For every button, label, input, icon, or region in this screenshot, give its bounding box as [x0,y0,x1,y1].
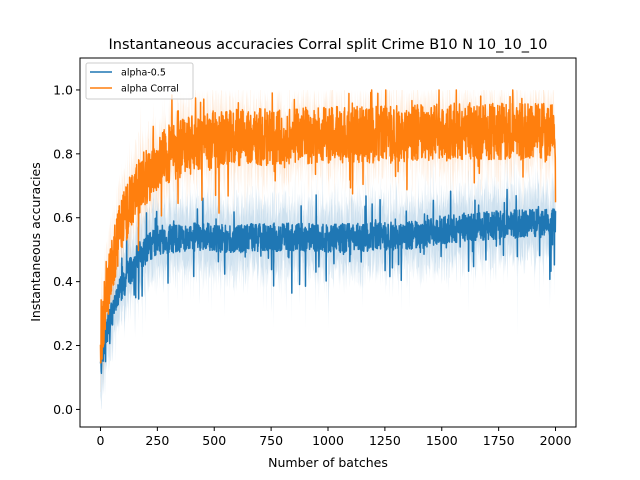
legend-box [85,62,194,100]
y-tick-label-2: 0.4 [53,274,73,289]
x-axis-label: Number of batches [268,455,388,470]
x-axis: 0 250 500 750 1000 1250 1500 1750 2000 [97,427,572,448]
x-tick-label-0: 0 [97,433,105,448]
y-axis-label: Instantaneous accuracies [28,162,43,322]
series-0-confidence-band [100,138,556,410]
x-tick-label-5: 1250 [369,433,401,448]
y-tick-label-0: 0.0 [53,402,73,417]
x-tick-label-1: 250 [145,433,169,448]
chart-title: Instantaneous accuracies Corral split Cr… [108,37,547,53]
legend: alpha-0.5 alpha Corral [85,62,194,100]
x-tick-label-6: 1500 [426,433,458,448]
y-tick-label-5: 1.0 [53,82,73,97]
y-axis: 0.0 0.2 0.4 0.6 0.8 1.0 [53,82,80,417]
legend-label-series-1: alpha Corral [121,84,179,95]
series-0-line [99,188,557,375]
x-tick-label-7: 1750 [483,433,515,448]
x-tick-label-4: 1000 [312,433,344,448]
series-1-line [99,89,557,364]
y-tick-label-4: 0.8 [53,146,73,161]
x-tick-label-2: 500 [202,433,226,448]
y-tick-label-1: 0.2 [53,338,73,353]
x-tick-label-8: 2000 [540,433,572,448]
legend-label-series-0: alpha-0.5 [121,68,166,79]
x-tick-label-3: 750 [259,433,283,448]
y-tick-label-3: 0.6 [53,210,73,225]
plot-content [99,89,557,410]
